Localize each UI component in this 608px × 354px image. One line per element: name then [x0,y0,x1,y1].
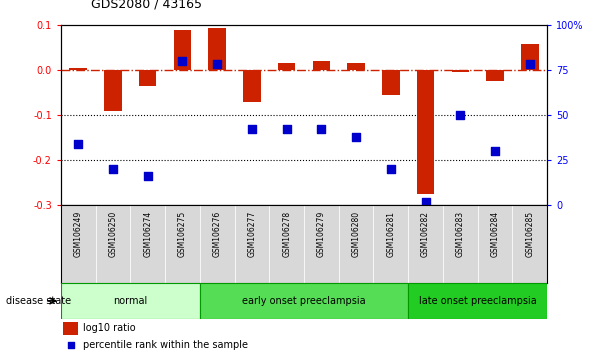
Point [212,62,222,67]
Text: GSM106274: GSM106274 [143,211,152,257]
Text: GSM106284: GSM106284 [491,211,500,257]
Point [525,62,534,67]
Bar [278,63,295,70]
Text: GSM106285: GSM106285 [525,211,534,257]
Text: log10 ratio: log10 ratio [83,323,136,333]
Bar [235,205,269,283]
Bar [95,205,130,283]
Text: GSM106279: GSM106279 [317,211,326,257]
Text: GSM106276: GSM106276 [213,211,222,257]
Point [282,127,291,132]
Bar [69,68,87,70]
Point [490,148,500,154]
Text: GSM106282: GSM106282 [421,211,430,257]
Bar [443,205,478,283]
Bar [373,205,408,283]
Bar [174,30,191,70]
Bar [408,283,547,319]
Bar [486,70,504,81]
Bar [200,205,235,283]
Bar [408,205,443,283]
Text: normal: normal [113,296,147,306]
Bar [521,44,539,70]
Bar [61,283,200,319]
Text: GSM106278: GSM106278 [282,211,291,257]
Bar [269,205,304,283]
Bar [313,61,330,70]
Bar [513,205,547,283]
Text: GSM106281: GSM106281 [386,211,395,257]
Point [351,134,361,139]
Bar [130,205,165,283]
Point [421,199,430,205]
Text: early onset preeclampsia: early onset preeclampsia [242,296,366,306]
Bar [347,63,365,70]
Point [74,141,83,147]
Bar [104,70,122,110]
Text: late onset preeclampsia: late onset preeclampsia [419,296,537,306]
Bar [417,70,434,194]
Point [178,58,187,64]
Text: disease state: disease state [6,296,71,306]
Bar [139,70,156,86]
Text: GSM106249: GSM106249 [74,211,83,257]
Bar [452,70,469,72]
Bar [478,205,513,283]
Bar [61,205,95,283]
Point [317,127,326,132]
Text: GSM106280: GSM106280 [351,211,361,257]
Text: GSM106277: GSM106277 [247,211,257,257]
Point [386,166,396,172]
Bar [165,205,200,283]
Bar [243,70,261,102]
Point [108,166,118,172]
Bar [209,28,226,70]
Point [247,127,257,132]
Point [66,342,75,348]
Text: GDS2080 / 43165: GDS2080 / 43165 [91,0,202,11]
Bar [200,283,408,319]
Text: GSM106283: GSM106283 [456,211,465,257]
Point [143,173,153,179]
Text: GSM106250: GSM106250 [108,211,117,257]
Bar [63,322,78,335]
Bar [339,205,373,283]
Point [455,112,465,118]
Text: GSM106275: GSM106275 [178,211,187,257]
Text: percentile rank within the sample: percentile rank within the sample [83,340,247,350]
Bar [382,70,399,95]
Bar [304,205,339,283]
